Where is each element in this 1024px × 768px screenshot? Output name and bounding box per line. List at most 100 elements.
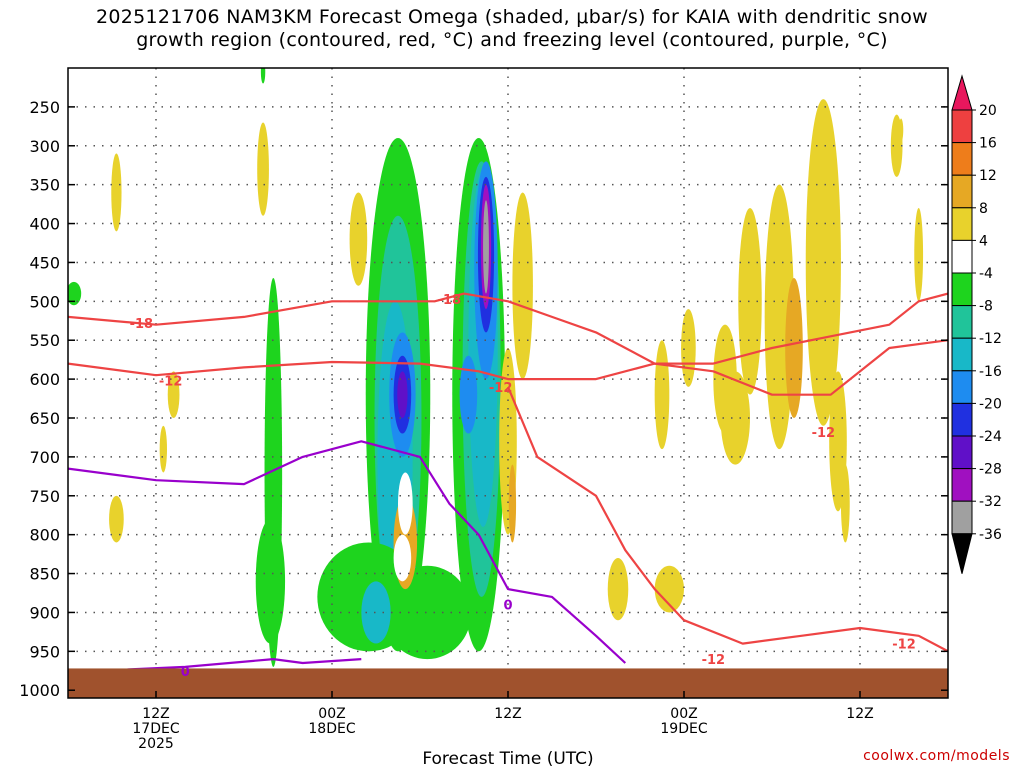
y-tick-label-300: 300 [29, 137, 60, 156]
credit-link[interactable]: coolwx.com/models [863, 748, 1010, 764]
omega-region-32 [654, 565, 684, 613]
colorbar-box-2 [951, 142, 973, 176]
colorbar-label-0: 20 [979, 103, 997, 119]
y-tick-label-850: 850 [29, 565, 60, 584]
contour-2 [506, 386, 948, 653]
omega-region-35 [720, 371, 750, 465]
omega-region-14 [483, 200, 489, 294]
y-tick-label-550: 550 [29, 331, 60, 350]
colorbar-box-12 [951, 468, 973, 502]
colorbar-box-8 [951, 337, 973, 372]
omega-region-25 [109, 495, 124, 543]
y-tick-label-1000: 1000 [19, 681, 60, 700]
contour-label-2: -12 [159, 375, 183, 390]
omega-region-21 [111, 153, 122, 232]
colorbar-box-6 [951, 272, 973, 307]
colorbar-label-7: -12 [979, 331, 1002, 347]
colorbar-box-10 [951, 402, 973, 437]
colorbar-box-11 [951, 435, 973, 470]
x-tick-label-18-1: 18DEC [308, 721, 355, 737]
contour-label-5: -12 [892, 638, 916, 653]
colorbar-label-4: 4 [979, 233, 988, 249]
omega-gap-1 [393, 534, 412, 582]
omega-region-46 [607, 558, 629, 621]
x-tick-label-6-1: 17DEC [132, 721, 179, 737]
colorbar-box-4 [951, 207, 973, 241]
y-tick-label-500: 500 [29, 292, 60, 311]
omega-region-26 [159, 425, 167, 473]
x-tick-label-42-0: 00Z [670, 706, 697, 722]
contour-0 [68, 292, 948, 365]
colorbar-label-3: 8 [979, 201, 988, 217]
contour-label-4: -12 [702, 653, 726, 668]
omega-region-17 [383, 565, 472, 660]
colorbar-box-13 [951, 500, 973, 535]
y-tick-label-650: 650 [29, 409, 60, 428]
colorbar-box-7 [951, 305, 973, 339]
contour-label-0: -18 [130, 317, 154, 332]
omega-region-24 [260, 68, 266, 84]
y-tick-label-700: 700 [29, 448, 60, 467]
colorbar-label-11: -28 [979, 462, 1002, 478]
omega-region-27 [349, 192, 368, 286]
omega-region-15 [459, 355, 478, 434]
omega-region-5 [397, 371, 408, 418]
colorbar-box-9 [951, 370, 973, 404]
colorbar-label-6: -8 [979, 299, 993, 315]
temperature-contours [68, 292, 948, 672]
contour-label-1: -18 [438, 293, 462, 308]
omega-gap-0 [398, 472, 413, 535]
contour-label-8: 0 [181, 665, 190, 680]
omega-region-39 [805, 99, 841, 426]
y-tick-label-600: 600 [29, 370, 60, 389]
contour-label-6: -12 [812, 426, 836, 441]
y-tick-label-450: 450 [29, 253, 60, 272]
y-tick-label-900: 900 [29, 603, 60, 622]
omega-region-41 [840, 464, 850, 543]
colorbar-label-5: -4 [979, 266, 993, 282]
omega-region-38 [785, 278, 803, 418]
contour-labels: -18 -18 -12 -12 -12 -12 -12 0 0 [130, 293, 916, 680]
y-tick-label-950: 950 [29, 642, 60, 661]
contour-label-3: -12 [489, 381, 513, 396]
omega-region-31 [654, 340, 670, 450]
contour-1 [68, 339, 948, 396]
y-tick-label-400: 400 [29, 215, 60, 234]
x-tick-label-6-0: 12Z [142, 706, 169, 722]
omega-region-20 [255, 519, 286, 644]
colorbar-label-9: -20 [979, 396, 1002, 412]
colorbar-label-1: 16 [979, 136, 997, 152]
omega-region-45 [68, 281, 82, 306]
omega-region-44 [898, 118, 904, 142]
colorbar-arrow-bottom [951, 533, 973, 574]
colorbar-label-8: -16 [979, 364, 1002, 380]
title-line-2: growth region (contoured, red, °C) and f… [136, 29, 888, 51]
x-tick-label-30-0: 12Z [494, 706, 521, 722]
title-line-1: 2025121706 NAM3KM Forecast Omega (shaded… [95, 6, 929, 28]
omega-shading [68, 68, 924, 667]
y-tick-label-350: 350 [29, 176, 60, 195]
colorbar-label-12: -32 [979, 494, 1002, 510]
colorbar-box-3 [951, 174, 973, 209]
omega-region-28 [512, 192, 533, 380]
contour-4 [97, 658, 362, 672]
colorbar: 20 16 12 8 4 -4 -8 -12 -16 -20 -24 -28 -32 -36 [951, 74, 1002, 574]
y-tick-label-250: 250 [29, 98, 60, 117]
grid-lines [68, 68, 948, 698]
omega-region-36 [738, 208, 762, 395]
colorbar-box-5 [951, 239, 973, 274]
omega-region-18 [361, 581, 391, 644]
omega-region-43 [914, 208, 924, 302]
x-tick-label-6-2: 2025 [138, 736, 174, 752]
chart-title: 2025121706 NAM3KM Forecast Omega (shaded… [0, 6, 1024, 52]
x-axis-label: Forecast Time (UTC) [422, 749, 593, 768]
x-tick-label-18-0: 00Z [318, 706, 345, 722]
omega-region-23 [257, 122, 269, 216]
y-tick-label-800: 800 [29, 526, 60, 545]
contour-label-7: 0 [503, 599, 512, 614]
contour-3 [68, 440, 627, 664]
colorbar-label-10: -24 [979, 429, 1002, 445]
colorbar-box-1 [951, 109, 973, 144]
